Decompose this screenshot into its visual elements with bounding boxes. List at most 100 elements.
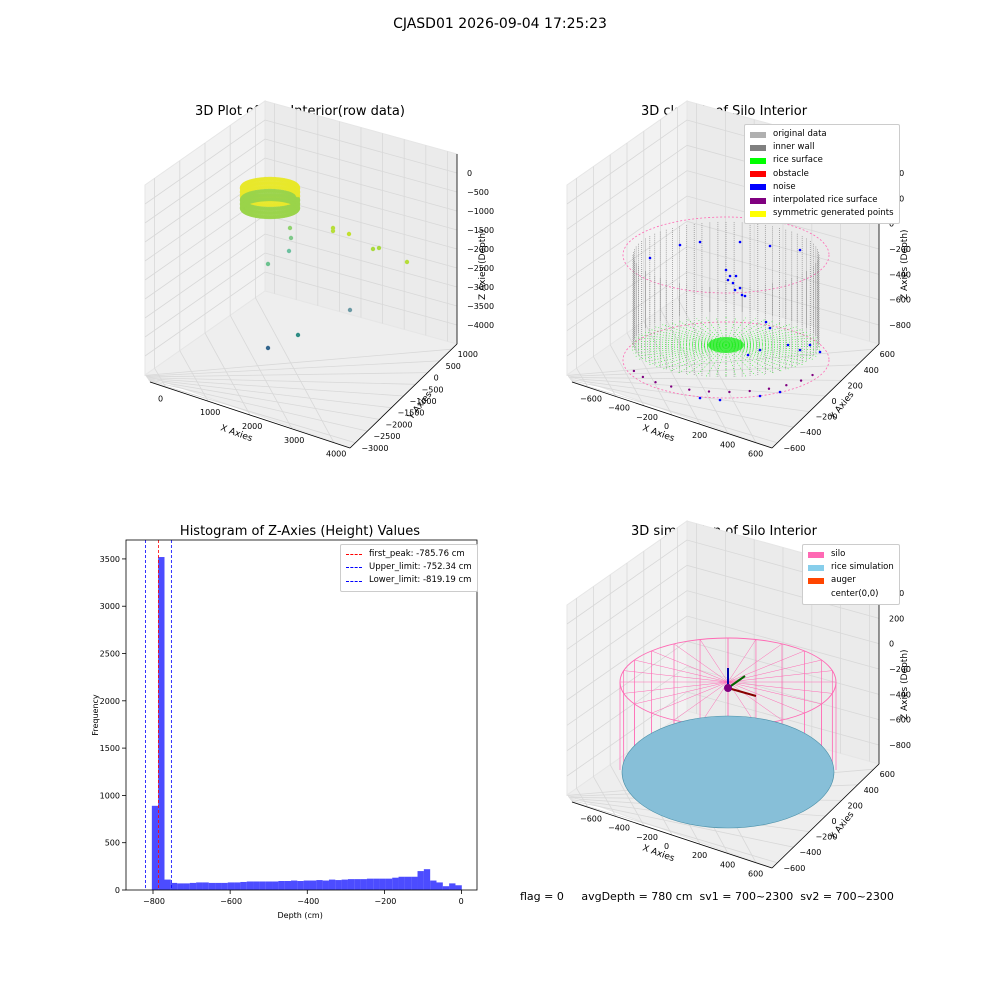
classify-grid-x-floor — [643, 321, 701, 425]
histogram-xtick-label: −600 — [220, 897, 242, 906]
classify-ytick-label: 400 — [864, 366, 879, 375]
simulation-silo-roof-line — [727, 681, 833, 694]
classify-noise-point — [758, 394, 762, 398]
classify-noise-point — [743, 294, 747, 298]
classify-rice-surface-line — [725, 331, 809, 346]
histogram-bar — [309, 880, 317, 890]
simulation-ztick-label: −800 — [889, 741, 911, 750]
raw-z-axis-label: Z Axies (Depth) — [478, 229, 488, 300]
classify-interpolated-point — [748, 389, 751, 393]
classify-rice-surface-line — [725, 344, 737, 377]
classify-rice-surface-line — [725, 334, 813, 346]
histogram-bar — [322, 880, 329, 890]
raw-ztick-label: −4000 — [467, 321, 494, 330]
raw-xtick-label: 4000 — [326, 450, 346, 459]
classify-rice-surface-line — [725, 344, 809, 363]
simulation-ztick-label: −400 — [889, 690, 911, 699]
histogram-bar — [385, 878, 393, 890]
raw-ytick-label: 0 — [434, 374, 439, 383]
raw-ytick-label: 500 — [446, 362, 461, 371]
simulation-ztick-label: 0 — [889, 640, 894, 649]
histogram-bar — [291, 880, 298, 890]
raw-grid-x-floor — [229, 315, 293, 430]
classify-grid-x-floor — [609, 344, 645, 406]
classify-noise-point — [740, 293, 744, 297]
raw-ztick-label: −3000 — [467, 283, 494, 292]
raw-grid-y-floor — [148, 379, 380, 420]
classify-rice-surface-line — [725, 329, 803, 346]
classify-rice-surface-line — [643, 331, 727, 346]
histogram-bar — [227, 882, 235, 890]
classify-noise-point — [724, 268, 728, 272]
raw-grid-z — [144, 252, 458, 338]
classify-ztick-label: −800 — [889, 321, 911, 330]
raw-grid-z — [144, 157, 458, 243]
classify-grid-y-floor — [571, 381, 778, 444]
simulation-legend-label: rice simulation — [831, 562, 894, 573]
classify-grid-x-floor — [593, 356, 617, 397]
histogram-ytick-label: 2000 — [100, 697, 120, 706]
classify-ytick-label: −200 — [815, 413, 837, 422]
classify-legend-item: obstacle — [750, 168, 894, 181]
histogram-bar — [196, 882, 203, 890]
raw-point — [404, 259, 410, 265]
histogram-bar — [151, 805, 159, 890]
classify-legend-item: noise — [750, 181, 894, 194]
histogram-ytick-label: 2500 — [100, 650, 120, 659]
classify-noise-point — [698, 396, 702, 400]
histogram-bar — [278, 881, 285, 890]
simulation-cylinder-group — [619, 637, 837, 829]
classify-rice-surface-line — [725, 322, 782, 346]
classify-ztick-label: −400 — [889, 270, 911, 279]
classify-grid-y-floor — [568, 377, 842, 381]
raw-ytick-label: −2000 — [385, 420, 412, 429]
classify-rice-surface-line — [649, 329, 727, 346]
raw-point — [330, 228, 336, 234]
simulation-grid-z — [566, 590, 880, 675]
classify-rice-surface-line — [725, 344, 765, 375]
histogram-bar — [335, 880, 342, 890]
raw-point — [295, 201, 301, 206]
classify-legend-label: noise — [773, 181, 796, 192]
classify-rice-surface-line — [639, 334, 727, 346]
histogram-legend-item: Lower_limit: -819.19 cm — [346, 574, 472, 587]
histogram-bar — [347, 879, 355, 890]
raw-point — [295, 332, 301, 338]
classify-rice-surface-line — [725, 324, 790, 346]
classify-interpolated-point — [811, 373, 814, 377]
raw-point — [295, 197, 301, 202]
histogram-bar — [202, 882, 209, 890]
histogram-bar — [373, 878, 380, 890]
histogram-bar — [430, 880, 437, 890]
simulation-ztick-label: 200 — [889, 614, 904, 623]
raw-y-axis-line — [349, 343, 458, 449]
simulation-legend-item: auger — [808, 574, 894, 587]
classify-noise-point — [733, 288, 737, 292]
classify-interpolated-point — [669, 385, 673, 388]
classify-rice-surface-line — [725, 344, 782, 372]
classify-legend-label: interpolated rice surface — [773, 195, 878, 206]
classify-noise-point — [648, 256, 652, 260]
classify-noise-point — [698, 240, 702, 244]
histogram-ytick-label: 500 — [105, 839, 120, 848]
classify-legend-swatch — [750, 197, 766, 204]
classify-interpolated-point — [654, 381, 657, 384]
raw-scatter-group — [239, 176, 410, 351]
classify-legend-label: inner wall — [773, 142, 815, 153]
raw-ytick-label: −3000 — [361, 444, 388, 453]
simulation-silo-roof-line — [634, 659, 729, 683]
classify-rice-surface-line — [649, 344, 727, 365]
simulation-legend-swatch — [808, 591, 824, 597]
histogram-legend-item: Upper_limit: -752.34 cm — [346, 561, 472, 574]
simulation-xtick-label: −400 — [608, 824, 630, 833]
classify-legend-item: original data — [750, 128, 894, 141]
histogram-ytick-label: 1000 — [100, 791, 120, 800]
histogram-group — [122, 539, 478, 894]
classify-legend-label: original data — [773, 129, 827, 139]
simulation-legend-item: rice simulation — [808, 561, 894, 574]
raw-point — [287, 225, 293, 231]
histogram-bar — [366, 878, 374, 890]
raw-ztick-label: −1500 — [467, 226, 494, 235]
simulation-legend-swatch — [808, 564, 824, 571]
